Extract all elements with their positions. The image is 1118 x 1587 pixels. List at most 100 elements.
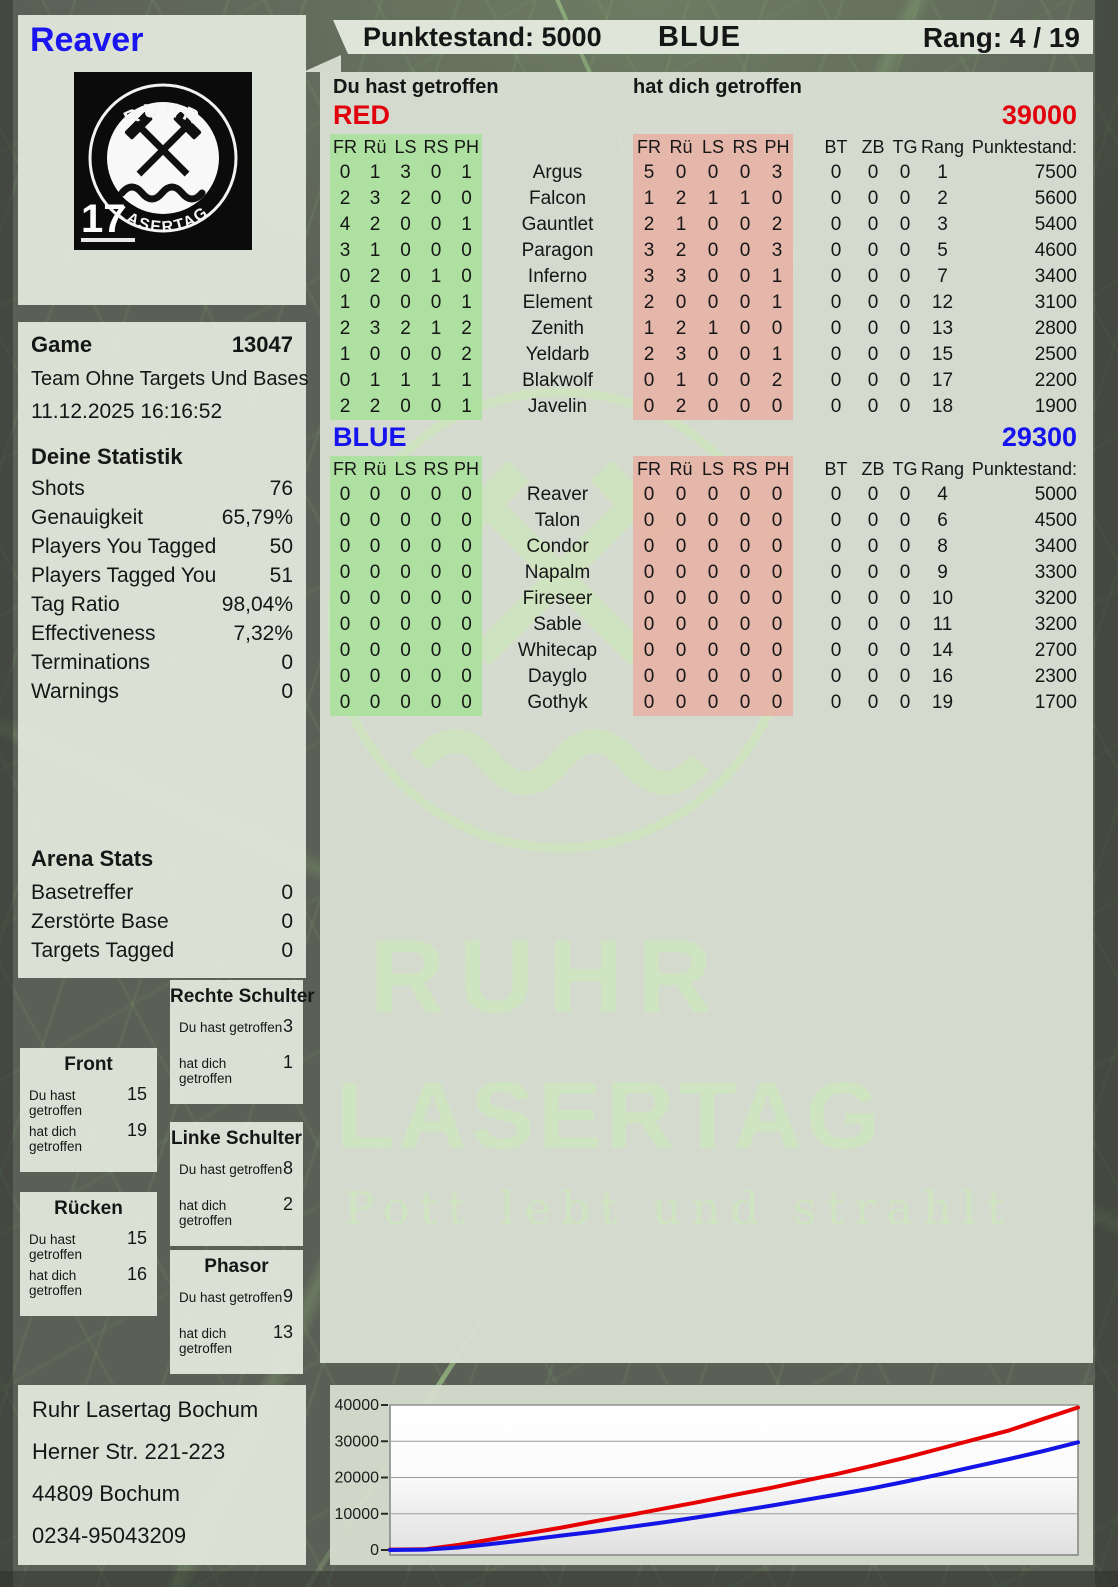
score-cell: 2 — [451, 342, 482, 368]
zone-hit-you-label: hat dich getroffen — [179, 1326, 233, 1356]
score-cell: 4600 — [1034, 240, 1077, 261]
team-blue-name: BLUE — [333, 422, 407, 452]
stat-label: Zerstörte Base — [31, 910, 169, 933]
stat-value: 98,04% — [221, 593, 293, 616]
score-cell: 1 — [665, 368, 697, 394]
score-cell: 0 — [729, 560, 761, 586]
score-cell: 3 — [633, 264, 665, 290]
score-cell: 0 — [390, 264, 421, 290]
score-cell: 0 — [867, 692, 879, 713]
address-panel: Ruhr Lasertag Bochum Herner Str. 221-223 4… — [18, 1385, 306, 1565]
score-cell: 0 — [761, 508, 793, 534]
score-cell: 0 — [330, 264, 360, 290]
score-cell: LS — [390, 456, 421, 482]
score-cell: 0 — [421, 586, 451, 612]
score-cell: 0 — [451, 664, 482, 690]
score-cell: 5 — [633, 160, 665, 186]
score-cell: 0 — [867, 214, 879, 235]
score-cell: 1 — [360, 160, 390, 186]
score-cell: 0 — [330, 560, 360, 586]
arena-stats-rows: Basetreffer 0 Zerstörte Base 0 Targets Tagge… — [31, 878, 293, 965]
score-cell: 8 — [937, 536, 948, 557]
score-cell: 0 — [899, 692, 911, 713]
score-cell — [793, 186, 816, 212]
score-cell: Rü — [360, 134, 390, 160]
score-cell: 2 — [665, 186, 697, 212]
score-cell: 0 — [830, 240, 842, 261]
score-cell: 14 — [931, 640, 954, 661]
score-cell: 0 — [633, 560, 665, 586]
score-cell: 0 — [830, 214, 842, 235]
score-cell: ZB — [861, 137, 885, 157]
score-cell: 0 — [360, 534, 390, 560]
stat-label: Players Tagged You — [31, 564, 217, 587]
score-cell: 1 — [451, 160, 482, 186]
score-cell: 7 — [937, 266, 948, 287]
score-cell: 2 — [330, 394, 360, 420]
address-line: Herner Str. 221-223 — [32, 1439, 226, 1464]
score-cell: 0 — [830, 188, 842, 209]
stat-label: Tag Ratio — [31, 593, 120, 616]
team-red-name: RED — [333, 100, 391, 130]
stat-row: Targets Tagged 0 — [31, 936, 293, 965]
score-header-row: FR Rü LS RS PH FR Rü LS RS PH BT ZB TG Rang Punktestan… — [330, 134, 1077, 160]
score-cell: 0 — [665, 690, 697, 716]
score-cell: 0 — [360, 586, 390, 612]
arena-stats-title: Arena Stats — [31, 846, 154, 871]
score-cell: 0 — [665, 534, 697, 560]
score-cell: 0 — [390, 482, 421, 508]
score-cell: Blakwolf — [522, 370, 593, 391]
score-cell: 1 — [761, 290, 793, 316]
score-cell: Paragon — [521, 240, 594, 261]
score-progress-chart-panel: 0 10000 20000 30000 40000 — [330, 1385, 1093, 1565]
score-cell: 2 — [761, 368, 793, 394]
score-cell: 0 — [451, 690, 482, 716]
score-cell — [482, 134, 633, 160]
score-cell: 0 — [421, 664, 451, 690]
score-cell — [793, 612, 816, 638]
score-cell: 0 — [421, 160, 451, 186]
zone-hit-you-label: hat dich getroffen — [29, 1268, 83, 1298]
score-cell: 18 — [931, 396, 954, 417]
score-cell: Sable — [533, 614, 582, 635]
score-cell: FR — [633, 456, 665, 482]
score-cell: 0 — [899, 370, 911, 391]
score-cell: 0 — [421, 394, 451, 420]
score-cell: 0 — [761, 534, 793, 560]
score-cell: 1 — [697, 316, 729, 342]
zone-card: Phasor Du hast getroffen 9 hat dich getroff… — [170, 1250, 303, 1374]
score-cell: 0 — [360, 612, 390, 638]
zone-hit-you-value: 1 — [282, 1052, 293, 1072]
score-row: 0 0 0 0 0 Condor 0 0 0 0 0 0 0 0 8 3400 — [330, 534, 1077, 560]
score-cell: 0 — [899, 266, 911, 287]
score-cell: Condor — [526, 536, 589, 557]
score-cell: 2700 — [1034, 640, 1077, 661]
stat-value: 7,32% — [233, 622, 293, 645]
score-cell: 1 — [761, 342, 793, 368]
score-row: 0 0 0 0 0 Talon 0 0 0 0 0 0 0 0 6 4500 — [330, 508, 1077, 534]
zone-you-hit-row: Du hast getroffen 8 — [179, 1158, 293, 1179]
score-cell: 0 — [360, 664, 390, 690]
score-cell: 0 — [451, 638, 482, 664]
score-cell: 0 — [899, 162, 911, 183]
score-cell: 10 — [931, 588, 954, 609]
score-cell — [793, 394, 816, 420]
score-cell: 0 — [665, 508, 697, 534]
panel-corner-decoration — [303, 55, 341, 72]
zone-you-hit-row: Du hast getroffen 15 — [29, 1084, 147, 1118]
score-cell — [793, 638, 816, 664]
score-cell: 0 — [899, 666, 911, 687]
stat-label: Terminations — [31, 651, 151, 674]
score-cell: 3400 — [1034, 536, 1077, 557]
score-cell — [793, 290, 816, 316]
score-cell: 1 — [421, 368, 451, 394]
score-cell: 0 — [761, 316, 793, 342]
game-label: Game — [31, 332, 93, 357]
score-cell: 2 — [451, 316, 482, 342]
score-cell: 2500 — [1034, 344, 1077, 365]
ruhr-lasertag-logo: RUHR LASERTAG 17 — [74, 72, 252, 250]
sidebar-stats-panel: Game 13047 Team Ohne Targets Und Bases 1… — [18, 322, 309, 978]
score-cell: Dayglo — [527, 666, 588, 687]
score-cell: 0 — [390, 508, 421, 534]
score-cell: 0 — [390, 290, 421, 316]
